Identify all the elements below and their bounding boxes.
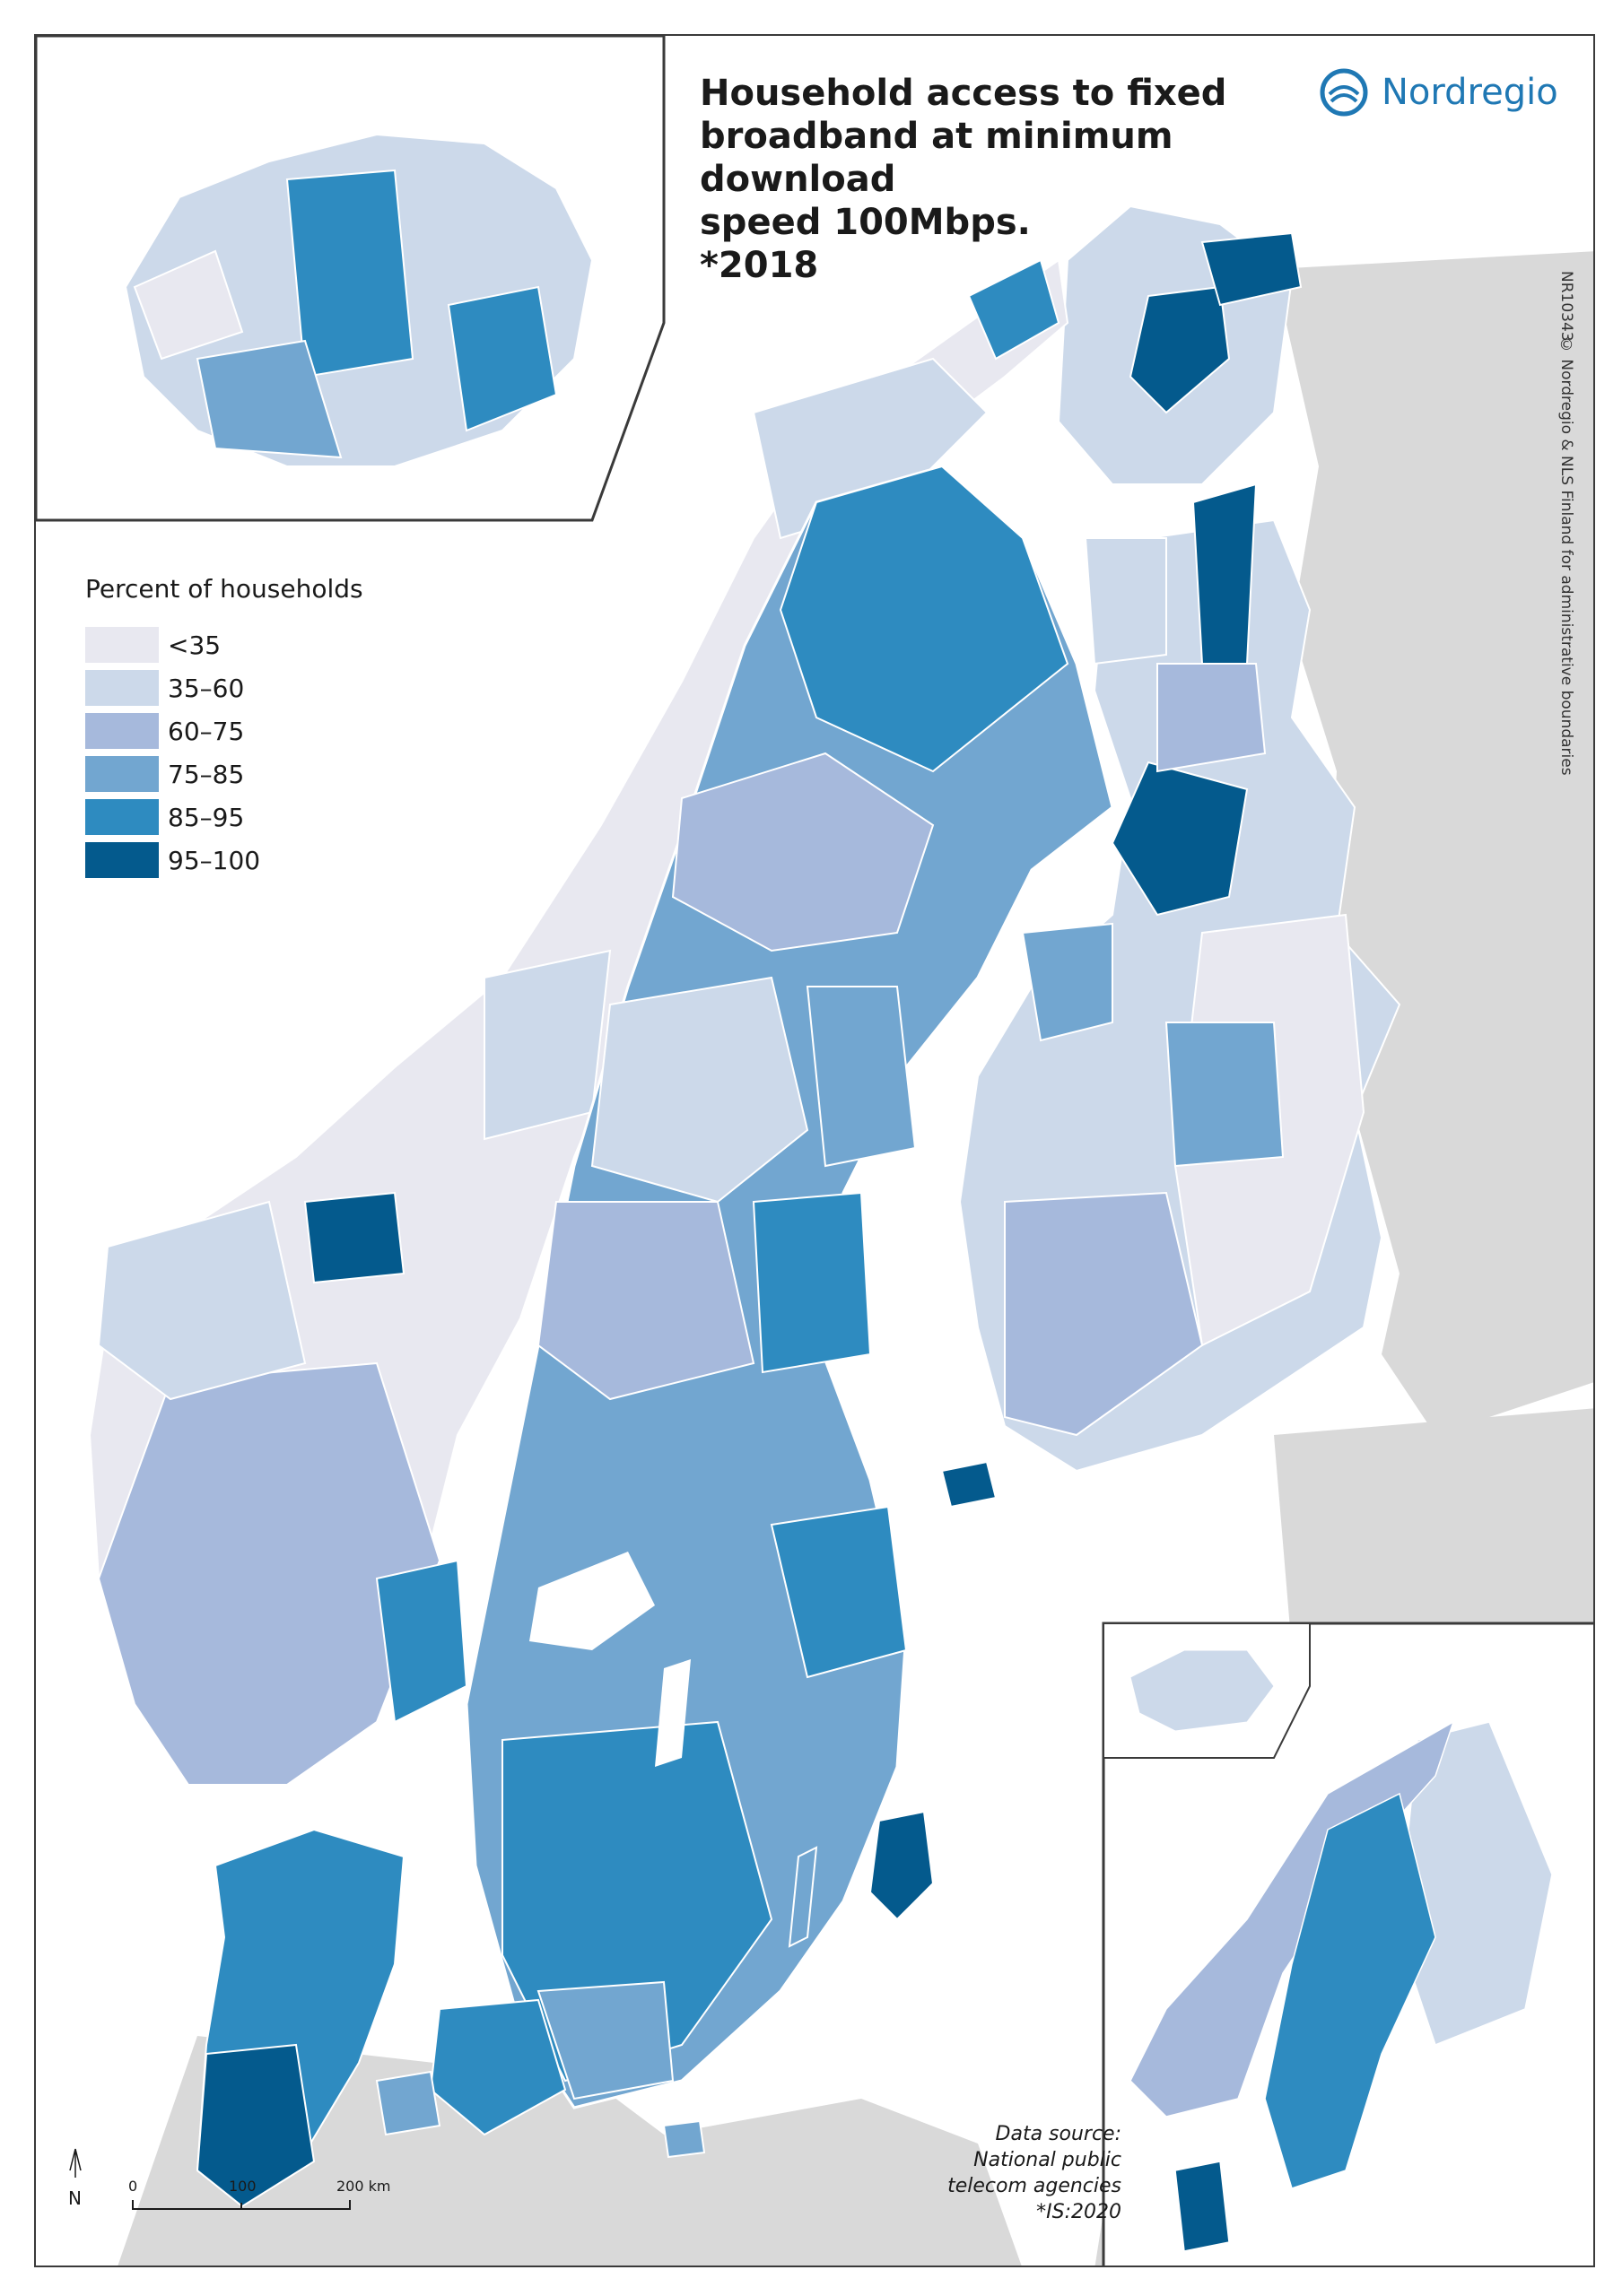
- region-norway-finnmark-b: [1200, 231, 1303, 307]
- north-label: N: [68, 2187, 82, 2209]
- legend-label: 85–95: [168, 802, 245, 832]
- region-norway-finnmark-a: [967, 258, 1060, 361]
- map-title: Household access to fixed broadband at m…: [700, 72, 1346, 287]
- legend-item: 95–100: [85, 839, 363, 882]
- data-source: Data source: National public telecom age…: [897, 2121, 1121, 2225]
- region-finland-lapland-1: [1191, 483, 1258, 665]
- region-sweden-gavleborg: [752, 1191, 872, 1374]
- title-line-1: Household access to fixed: [700, 73, 1227, 114]
- legend-label: 95–100: [168, 845, 261, 875]
- region-aland: [940, 1460, 998, 1509]
- overview-sweden: [1264, 1792, 1436, 2189]
- region-sweden-vasterbotten: [671, 752, 935, 952]
- region-finland-savo: [1164, 1022, 1285, 1168]
- data-source-line: *IS:2020: [1036, 2201, 1121, 2223]
- region-finland-inari: [1129, 285, 1231, 414]
- legend-swatch: [85, 627, 159, 663]
- scale-tick-0: 0: [128, 2178, 137, 2195]
- region-norway-oslo: [375, 1559, 468, 1724]
- legend-swatch: [85, 756, 159, 792]
- legend-item: 85–95: [85, 796, 363, 839]
- scale-bar: N 0 100 200 km: [68, 2148, 390, 2210]
- region-finland-south: [1004, 1191, 1204, 1437]
- title-line-3: speed 100Mbps.: [700, 202, 1031, 243]
- region-finland-ostrobothnia: [1021, 922, 1113, 1042]
- nordregio-emblem-icon: [1320, 68, 1368, 117]
- scale-tick-200: 200 km: [336, 2178, 390, 2195]
- copyright-note: © Nordregio & NLS Finland for administra…: [1557, 336, 1575, 776]
- nordregio-logo: Nordregio: [1319, 67, 1558, 117]
- region-iceland-south: [196, 339, 343, 459]
- region-sweden-norrbotten: [779, 465, 1069, 773]
- region-iceland-west: [133, 249, 244, 361]
- region-finland-kainuu: [1111, 761, 1249, 917]
- scale-tick-100: 100: [229, 2178, 257, 2195]
- legend-title: Percent of households: [85, 574, 363, 604]
- region-denmark-south-jutland: [196, 2043, 316, 2208]
- lake-vattern: [655, 1659, 691, 1767]
- region-iceland-east: [447, 285, 558, 432]
- legend-item: 35–60: [85, 666, 363, 709]
- legend-label: 60–75: [168, 716, 245, 746]
- region-gotland: [868, 1810, 935, 1921]
- north-arrow-icon: [69, 2148, 82, 2178]
- brand-name: Nordregio: [1382, 72, 1558, 113]
- region-finland-lapland-2: [1084, 537, 1167, 665]
- region-sweden-vasternorrland: [806, 986, 917, 1168]
- data-source-line: National public: [973, 2149, 1121, 2171]
- region-norway-north: [752, 357, 989, 540]
- data-source-line: telecom agencies: [947, 2175, 1121, 2197]
- legend-item: <35: [85, 623, 363, 666]
- overview-denmark: [1174, 2161, 1230, 2252]
- choropleth-map: [36, 36, 1593, 2266]
- region-bornholm: [662, 2119, 706, 2159]
- region-finland-oulu: [1156, 663, 1267, 773]
- map-frame: Household access to fixed broadband at m…: [34, 34, 1595, 2267]
- overview-iceland: [1129, 1649, 1275, 1732]
- legend-label: 75–85: [168, 759, 245, 789]
- legend-item: 60–75: [85, 709, 363, 752]
- legend-swatch: [85, 842, 159, 878]
- title-line-4: *2018: [700, 245, 819, 286]
- region-sweden-dalarna: [536, 1201, 755, 1401]
- legend-label: <35: [168, 630, 222, 660]
- region-norway-west: [97, 1200, 307, 1401]
- lake-vanern: [529, 1552, 655, 1650]
- region-norway-vestland: [303, 1191, 406, 1284]
- legend: Percent of households <35 35–60 60–75 75…: [85, 574, 363, 882]
- region-denmark-funen: [375, 2070, 441, 2136]
- region-sweden-jamtland: [590, 976, 809, 1204]
- region-sweden-stockholm: [770, 1505, 908, 1679]
- region-oland: [788, 1846, 818, 1948]
- data-source-line: Data source:: [995, 2123, 1121, 2145]
- legend-swatch: [85, 713, 159, 749]
- region-iceland-central: [285, 169, 414, 378]
- region-sweden-skane: [536, 1980, 675, 2100]
- region-norway-south: [97, 1361, 441, 1786]
- legend-swatch: [85, 799, 159, 835]
- legend-label: 35–60: [168, 673, 245, 703]
- map-code: NR10343: [1557, 271, 1575, 342]
- russia-landmass: [1274, 251, 1593, 1435]
- legend-swatch: [85, 670, 159, 706]
- legend-item: 75–85: [85, 752, 363, 796]
- scale-line: [132, 2200, 351, 2210]
- title-line-2: broadband at minimum download: [700, 116, 1173, 200]
